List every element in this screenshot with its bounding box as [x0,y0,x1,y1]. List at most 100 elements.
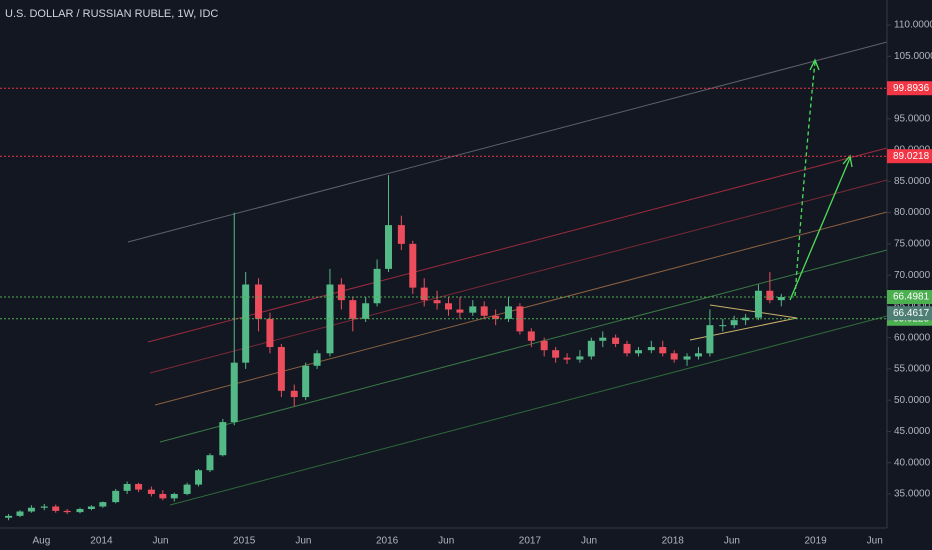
candle-body [5,515,13,518]
candle-body [170,493,178,499]
candle-body [362,303,370,319]
candle-body [52,506,60,511]
y-tick-label: 80.0000 [894,207,931,218]
y-tick-label: 55.0000 [894,364,931,375]
channel-line [159,249,888,443]
candle-body [242,284,250,363]
x-tick-label: 2018 [662,536,685,547]
x-tick-label: Jun [867,536,883,547]
x-tick-label: 2019 [804,536,827,547]
candle-body [563,357,571,360]
x-tick-label: Jun [581,536,597,547]
axes: Aug 2014 Jun 2015 Jun 2016 Jun 2017 Jun 2018 Jun 20… [33,20,932,547]
candle-body [634,350,642,354]
y-tick-label: 40.0000 [894,457,931,468]
x-tick-label: Jun [438,536,454,547]
candle-body [599,337,607,341]
candle-body [27,507,35,512]
candle-body [492,315,500,319]
candle-body [385,225,393,269]
chart-title: U.S. DOLLAR / RUSSIAN RUBLE, 1W, IDC [5,8,218,20]
y-tick-label: 35.0000 [894,489,931,500]
y-tick-label: 50.0000 [894,395,931,406]
candle-body [777,297,785,301]
candle-body [397,225,405,244]
candle-body [76,508,84,513]
candle-body [719,325,727,327]
candle-body [766,290,774,301]
y-tick-label: 110.0000 [894,20,932,31]
candle-body [40,506,48,508]
candle-body [647,347,655,351]
triangle-line [709,304,798,319]
price-label-bg [887,149,932,164]
candle-body [612,337,620,344]
y-tick-label: 45.0000 [894,426,931,437]
x-tick-label: Jun [152,536,168,547]
candle-body [313,353,321,366]
candle-body [183,484,191,494]
y-tick-label: 105.0000 [894,51,932,62]
candle-body [516,306,524,332]
candle-body [587,340,595,357]
x-tick-label: 2016 [376,536,399,547]
candle-body [135,483,143,490]
candle-body [16,511,24,516]
arrow-head [809,58,820,71]
candle-body [337,284,345,301]
candle-body [552,350,560,358]
x-tick-label: Jun [724,536,740,547]
price-label: 66.4617 [893,308,930,319]
candle-body [456,309,464,313]
candle-body [576,356,584,360]
price-label: 66.4981 [893,292,930,303]
channel-line [147,147,888,343]
candle-body [409,243,417,288]
candle-body [206,455,214,471]
candle-body [290,390,298,398]
candle-body [480,306,488,316]
channel-line [169,315,888,506]
candle-body [527,331,535,341]
candle-body [99,502,107,507]
y-tick-label: 85.0000 [894,176,931,187]
y-tick-label: 70.0000 [894,270,931,281]
candle-body [349,300,357,319]
candle-body [277,347,285,391]
candle-body [683,356,691,360]
candle-body [123,483,131,491]
candle-body [159,493,167,499]
candle-body [730,320,738,326]
arrow-head [842,154,853,168]
y-tick-label: 95.0000 [894,113,931,124]
candle-body [195,470,203,485]
candle-body [255,284,263,319]
candle-body [302,365,310,398]
candle-body [87,506,95,509]
candles [5,175,785,521]
price-label-bg [887,306,932,321]
candle-body [670,353,678,360]
candle-body [706,325,714,354]
price-label: 89.0218 [893,151,930,162]
candle-body [219,422,227,456]
candle-body [63,510,71,513]
candle-body [433,300,441,304]
price-label: 99.8936 [893,83,930,94]
candle-body [420,287,428,301]
projection-arrow [794,61,816,297]
price-label-bg [887,81,932,96]
candle-body [540,340,548,351]
projection-arrow [789,157,851,301]
candle-body [444,303,452,310]
price-label-bg [887,290,932,305]
candle-body [659,347,667,354]
y-tick-label: 60.0000 [894,332,931,343]
x-tick-label: Jun [295,536,311,547]
candle-body [230,362,238,423]
candle-body [373,268,381,304]
candle-body [754,290,762,318]
channel-line [127,41,888,243]
